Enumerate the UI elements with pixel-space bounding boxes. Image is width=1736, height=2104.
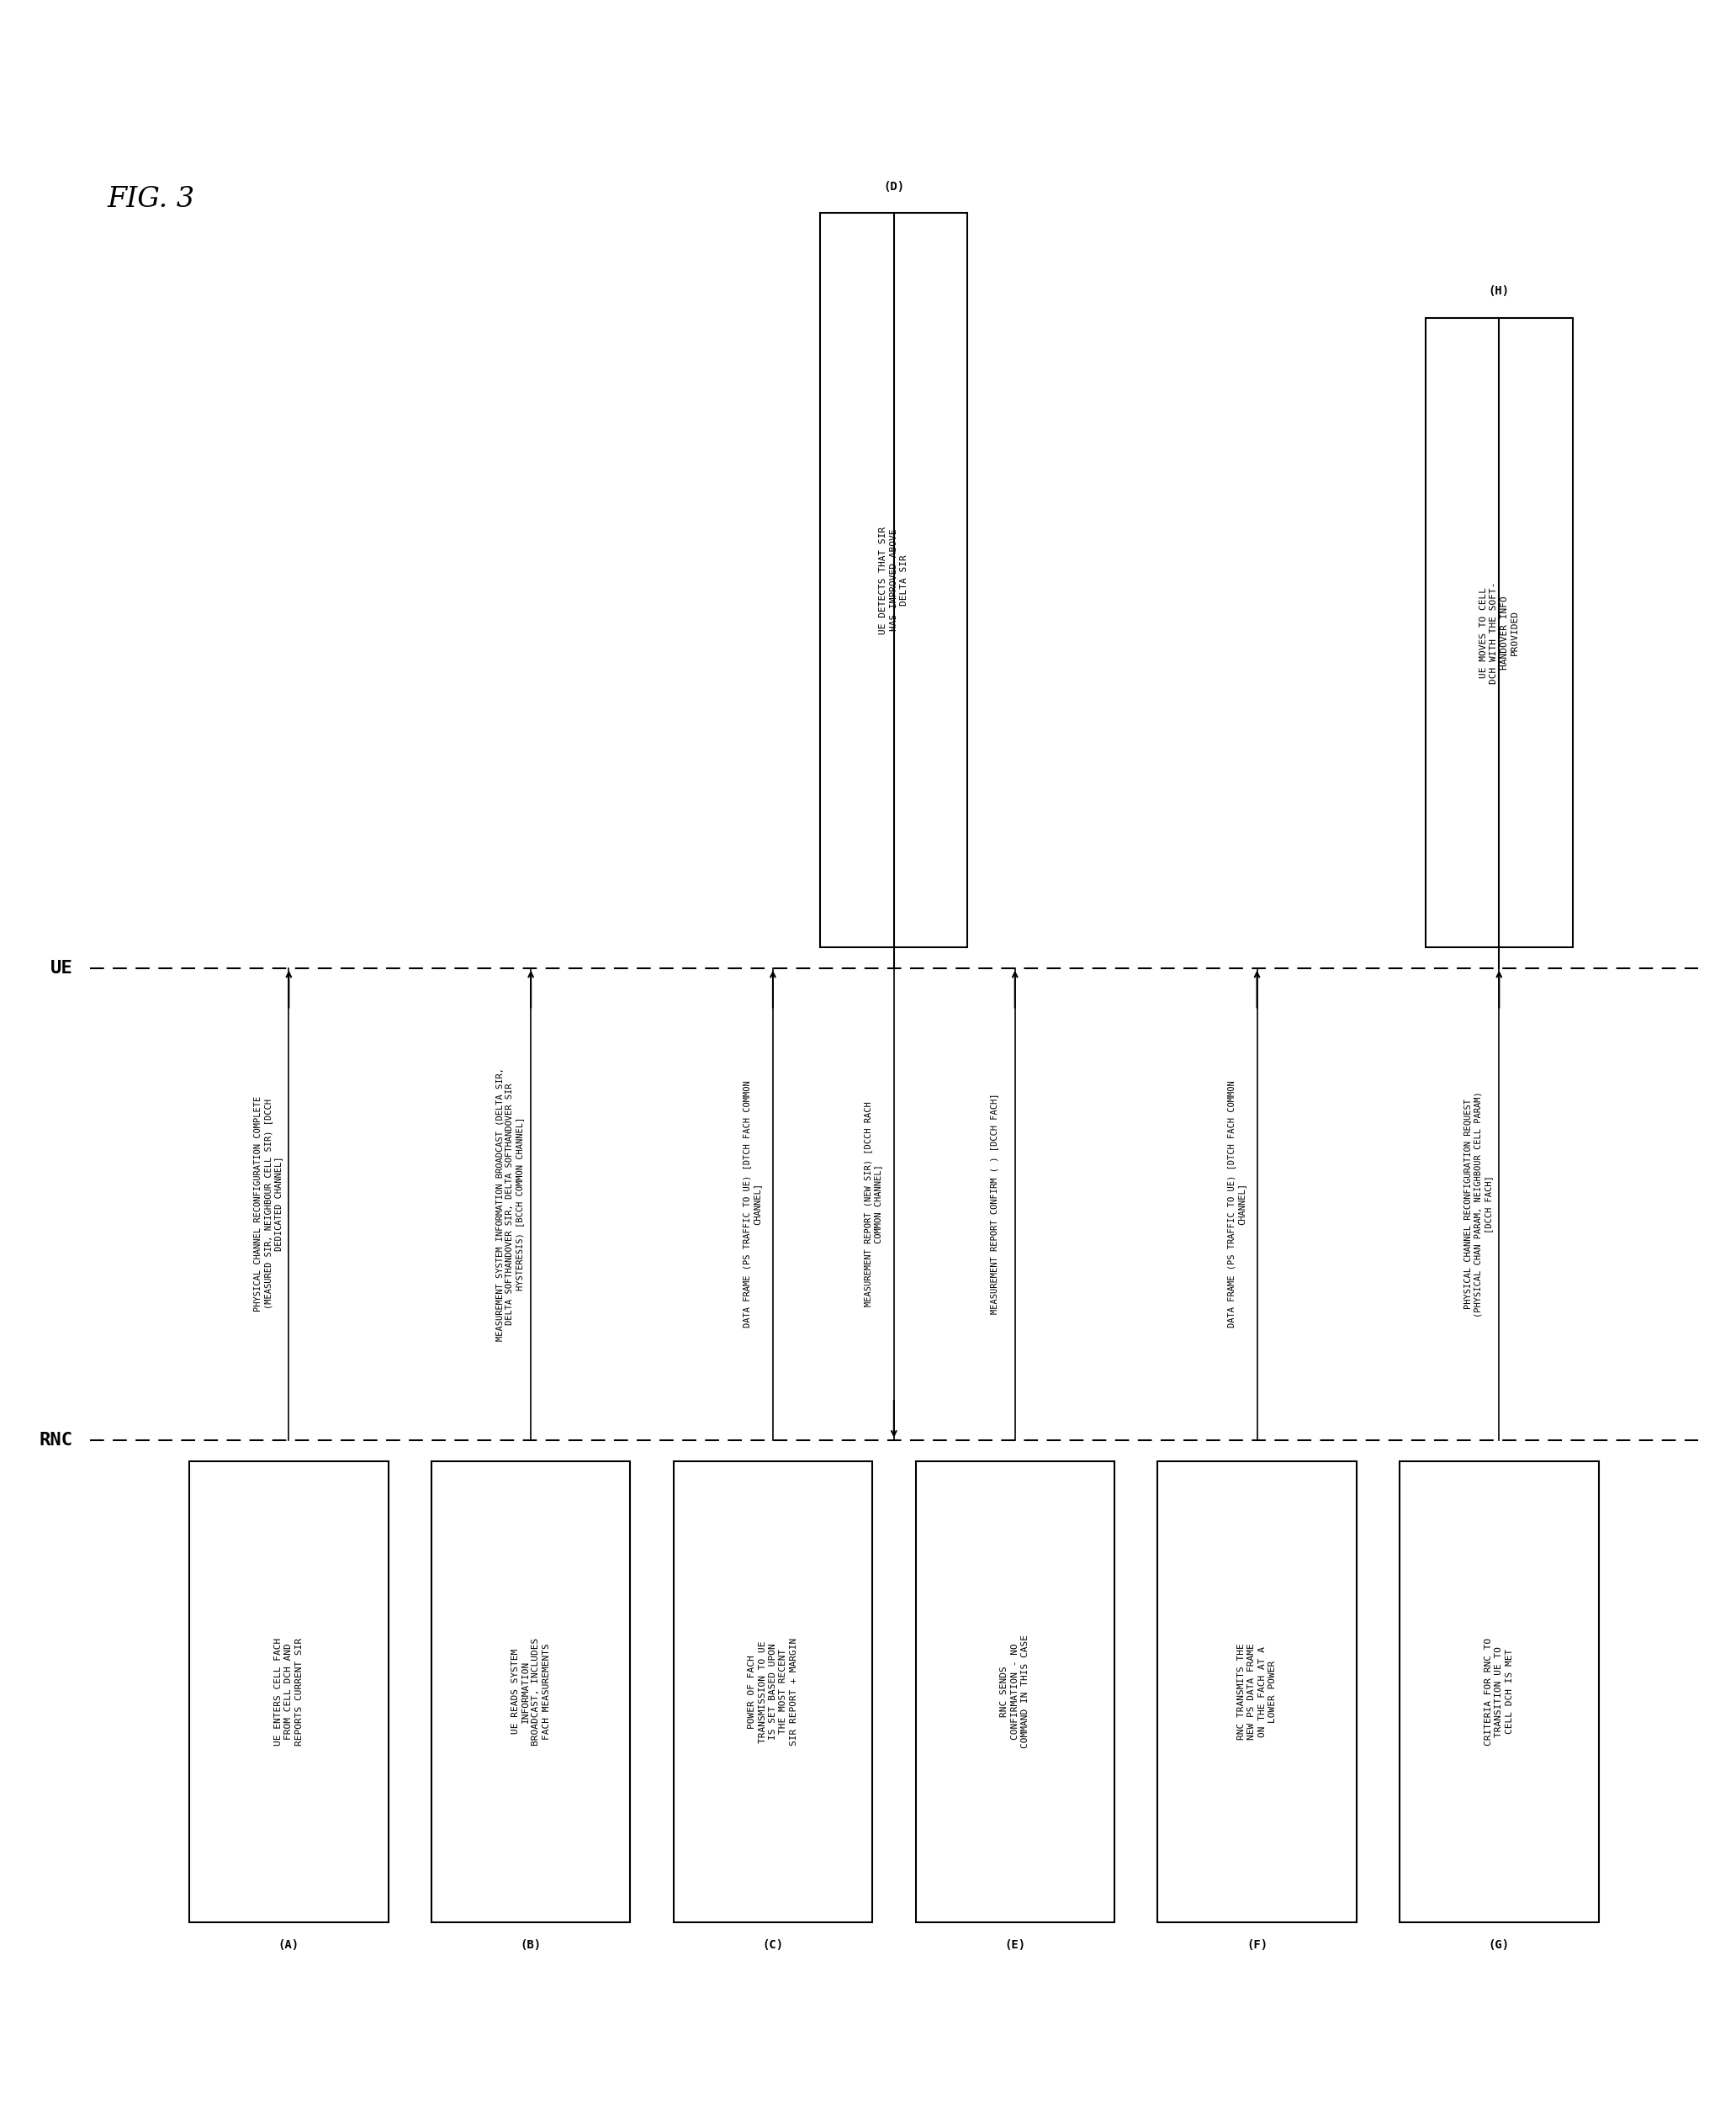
Bar	[674, 1460, 871, 1923]
Text: MEASUREMENT REPORT CONFIRM ( ) [DCCH FACH]: MEASUREMENT REPORT CONFIRM ( ) [DCCH FAC…	[990, 1094, 998, 1315]
Text: (G): (G)	[1488, 1940, 1510, 1950]
Text: RNC: RNC	[38, 1431, 73, 1448]
Text: UE ENTERS CELL FACH
FROM CELL DCH AND
REPORTS CURRENT SIR: UE ENTERS CELL FACH FROM CELL DCH AND RE…	[274, 1637, 304, 1746]
Text: POWER OF FACH
TRANSMISSION TO UE
IS SET BASED UPON
THE MOST RECENT
SIR REPORT + : POWER OF FACH TRANSMISSION TO UE IS SET …	[748, 1637, 799, 1746]
Text: (A): (A)	[278, 1940, 299, 1950]
Text: MEASUREMENT REPORT (NEW SIR) [DCCH RACH
COMMON CHANNEL]: MEASUREMENT REPORT (NEW SIR) [DCCH RACH …	[865, 1102, 882, 1307]
Text: RNC SENDS
CONFIRMATION - NO
COMMAND IN THIS CASE: RNC SENDS CONFIRMATION - NO COMMAND IN T…	[1000, 1635, 1029, 1748]
Bar	[189, 1460, 389, 1923]
Text: MEASUREMENT SYSTEM INFORMATION BROADCAST (DELTA SIR,
DELTA SOFTHANDOVER SIR, DEL: MEASUREMENT SYSTEM INFORMATION BROADCAST…	[496, 1067, 524, 1340]
Bar	[1425, 318, 1573, 947]
Bar	[1399, 1460, 1599, 1923]
Text: CRITERIA FOR RNC TO
TRANSITION UE TO
CELL DCH IS MET: CRITERIA FOR RNC TO TRANSITION UE TO CEL…	[1484, 1637, 1514, 1746]
Text: FIG. 3: FIG. 3	[108, 187, 194, 213]
Text: (E): (E)	[1005, 1940, 1026, 1950]
Bar	[432, 1460, 630, 1923]
Bar	[915, 1460, 1115, 1923]
Text: (H): (H)	[1488, 286, 1510, 297]
Text: (D): (D)	[884, 181, 904, 191]
Text: RNC TRANSMITS THE
NEW PS DATA FRAME
ON THE FACH AT A
LOWER POWER: RNC TRANSMITS THE NEW PS DATA FRAME ON T…	[1238, 1643, 1278, 1740]
Text: UE DETECTS THAT SIR
HAS IMPROVED ABOVE
DELTA SIR: UE DETECTS THAT SIR HAS IMPROVED ABOVE D…	[880, 526, 908, 633]
Text: PHYSICAL CHANNEL RECONFIGURATION COMPLETE
(MEASURED SIR, NEIGHBOUR CELL SIR) [DC: PHYSICAL CHANNEL RECONFIGURATION COMPLET…	[253, 1096, 283, 1311]
Text: UE: UE	[50, 959, 73, 976]
Text: DATA FRAME (PS TRAFFIC TO UE) [DTCH FACH COMMON
CHANNEL]: DATA FRAME (PS TRAFFIC TO UE) [DTCH FACH…	[743, 1081, 762, 1328]
Text: DATA FRAME (PS TRAFFIC TO UE) [DTCH FACH COMMON
CHANNEL]: DATA FRAME (PS TRAFFIC TO UE) [DTCH FACH…	[1227, 1081, 1245, 1328]
Bar	[1158, 1460, 1356, 1923]
Bar	[821, 213, 967, 947]
Text: (F): (F)	[1246, 1940, 1267, 1950]
Text: (B): (B)	[521, 1940, 542, 1950]
Text: (C): (C)	[762, 1940, 783, 1950]
Text: UE READS SYSTEM
INFORMATION
BROADCAST, INCLUDES
FACH MEASUREMENTS: UE READS SYSTEM INFORMATION BROADCAST, I…	[510, 1637, 550, 1746]
Text: UE MOVES TO CELL
DCH WITH THE SOFT-
HANDOVER INFO
PROVIDED: UE MOVES TO CELL DCH WITH THE SOFT- HAND…	[1479, 581, 1519, 684]
Text: PHYSICAL CHANNEL RECONFIGURATION REQUEST
(PHYSICAL CHAN PARAM, NEIGHBOUR CELL PA: PHYSICAL CHANNEL RECONFIGURATION REQUEST…	[1463, 1092, 1493, 1317]
